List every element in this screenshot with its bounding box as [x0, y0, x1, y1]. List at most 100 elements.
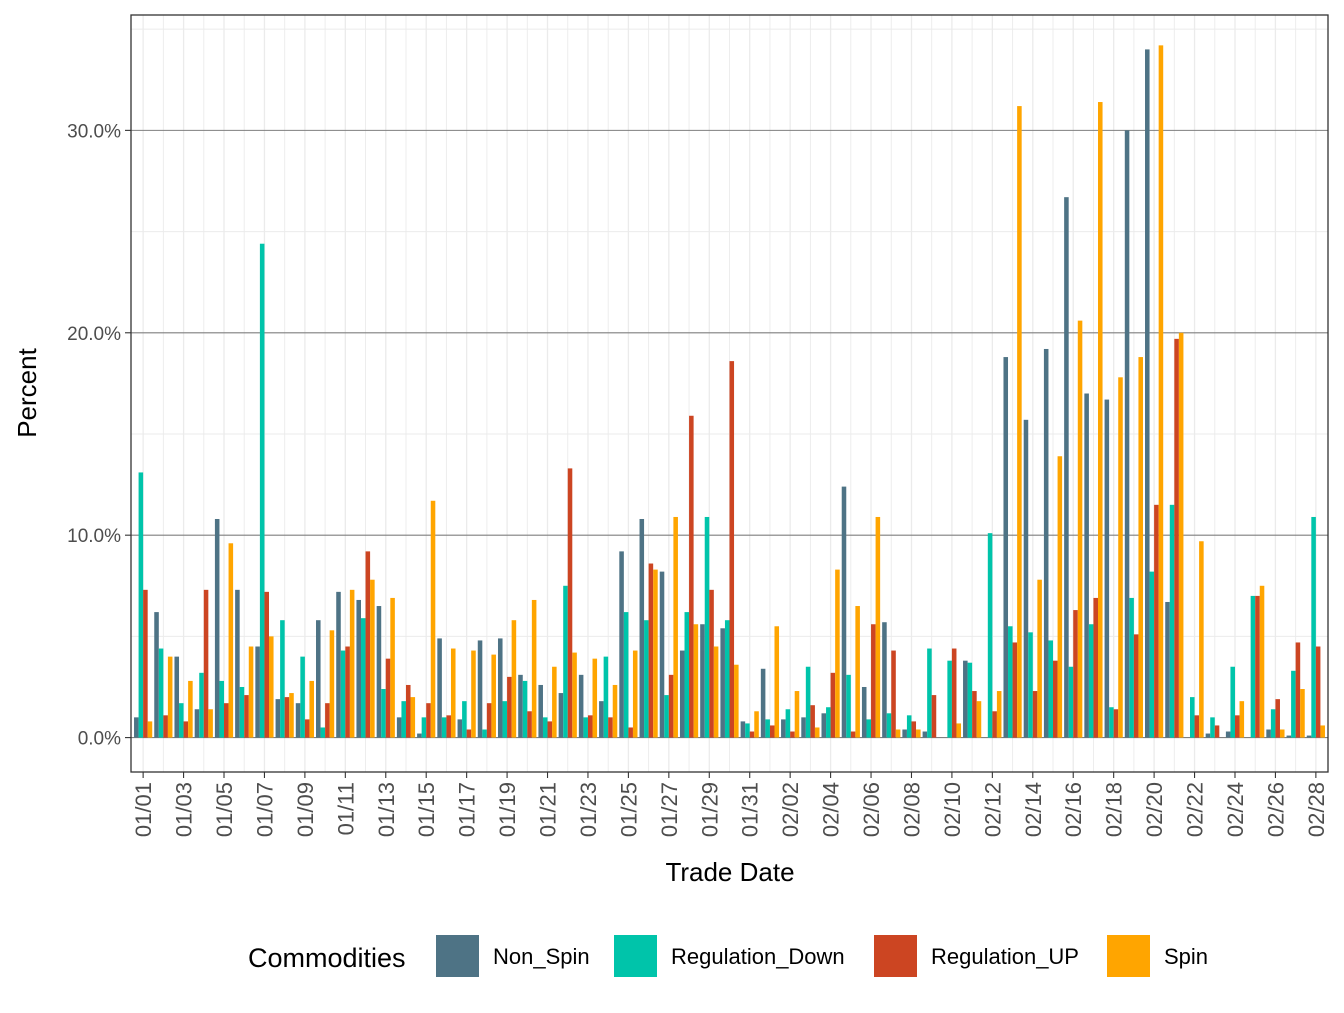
bar-spin	[612, 684, 618, 738]
y-tick-label: 10.0%	[67, 526, 121, 547]
bar-spin	[814, 727, 820, 738]
bar-non-spin	[558, 693, 564, 738]
bar-spin	[976, 701, 982, 738]
bar-non-spin	[1064, 197, 1069, 738]
bar-non-spin	[295, 703, 301, 738]
legend-label-non-spin: Non_Spin	[493, 944, 590, 969]
bar-regulation-down	[1230, 666, 1235, 738]
bar-regulation-up	[911, 721, 917, 738]
bar-non-spin	[214, 518, 220, 738]
bar-non-spin	[841, 486, 847, 738]
x-tick-label: 02/16	[1061, 782, 1086, 837]
bar-non-spin	[1145, 49, 1150, 738]
legend-key-regulation-down	[614, 935, 657, 977]
x-tick-label: 01/17	[455, 782, 480, 837]
y-tick-label: 0.0%	[78, 729, 121, 750]
bar-regulation-down	[401, 701, 406, 738]
bar-regulation-up	[1174, 338, 1179, 738]
bar-regulation-down	[1250, 595, 1256, 738]
bar-regulation-up	[365, 551, 371, 738]
bar-regulation-up	[507, 676, 512, 738]
bar-regulation-down	[765, 719, 770, 738]
bar-spin	[1239, 701, 1245, 738]
bar-spin	[471, 650, 476, 738]
bar-regulation-down	[987, 533, 993, 738]
x-tick-label: 02/12	[980, 782, 1005, 837]
bar-spin	[309, 680, 314, 738]
bar-regulation-down	[906, 715, 912, 738]
bar-spin	[552, 666, 557, 738]
bar-non-spin	[437, 638, 442, 738]
bar-regulation-up	[1113, 709, 1119, 738]
bar-non-spin	[740, 721, 746, 738]
bar-regulation-down	[1311, 516, 1316, 738]
bar-regulation-up	[486, 703, 492, 738]
bar-non-spin	[1124, 130, 1130, 738]
bar-regulation-down	[320, 727, 326, 738]
bar-spin	[228, 543, 234, 738]
y-tick-label: 20.0%	[67, 324, 121, 345]
bar-non-spin	[1084, 393, 1089, 738]
bar-non-spin	[336, 591, 341, 738]
bar-regulation-down	[1149, 571, 1155, 738]
bar-regulation-down	[421, 717, 427, 738]
bar-spin	[855, 606, 860, 738]
bar-regulation-up	[608, 717, 613, 738]
bar-regulation-down	[826, 707, 831, 738]
bar-non-spin	[1306, 735, 1312, 738]
x-tick-label: 01/15	[414, 782, 439, 837]
bar-regulation-down	[967, 662, 973, 738]
bar-non-spin	[760, 668, 766, 738]
bar-non-spin	[1266, 729, 1271, 738]
bar-regulation-up	[891, 650, 896, 738]
x-tick-label: 01/09	[293, 782, 318, 837]
bar-regulation-up	[345, 646, 350, 738]
bar-non-spin	[1165, 601, 1170, 738]
bar-non-spin	[882, 622, 887, 738]
bar-regulation-up	[1194, 715, 1200, 738]
bar-non-spin	[861, 686, 867, 738]
bar-spin	[349, 589, 355, 738]
bar-non-spin	[1225, 731, 1231, 738]
bar-non-spin	[356, 599, 361, 738]
bar-spin	[754, 711, 759, 738]
bar-spin	[1077, 320, 1083, 738]
bar-non-spin	[619, 551, 624, 738]
bar-regulation-down	[563, 585, 568, 738]
bar-spin	[632, 650, 638, 738]
bar-regulation-up	[1315, 646, 1321, 738]
bar-spin	[572, 652, 577, 738]
x-tick-label: 02/22	[1183, 782, 1208, 837]
bar-regulation-down	[259, 243, 265, 738]
bar-regulation-down	[805, 666, 811, 738]
bar-spin	[1158, 45, 1164, 738]
bar-non-spin	[457, 719, 463, 738]
bar-regulation-down	[623, 612, 629, 738]
bar-spin	[1178, 332, 1184, 738]
bar-non-spin	[194, 709, 200, 738]
bar-spin	[1199, 541, 1204, 738]
bar-spin	[592, 658, 598, 738]
y-axis-title: Percent	[12, 347, 42, 437]
bar-regulation-down	[1028, 632, 1033, 738]
bar-regulation-up	[1234, 715, 1240, 738]
x-tick-label: 02/28	[1304, 782, 1329, 837]
bar-regulation-up	[648, 563, 654, 738]
bar-regulation-down	[381, 689, 386, 738]
bar-non-spin	[599, 701, 604, 738]
bar-regulation-up	[628, 727, 633, 738]
x-tick-label: 01/01	[131, 782, 156, 837]
bar-non-spin	[679, 650, 685, 738]
bar-spin	[835, 569, 840, 738]
x-tick-label: 01/31	[738, 782, 763, 837]
bar-spin	[895, 729, 901, 738]
x-tick-label: 01/25	[616, 782, 641, 837]
bar-regulation-up	[446, 715, 451, 738]
bar-regulation-down	[138, 472, 144, 738]
bar-regulation-up	[405, 684, 411, 738]
bar-regulation-down	[724, 620, 730, 738]
bar-regulation-up	[1295, 642, 1301, 738]
legend: Commodities Non_Spin Regulation_Down Regul…	[248, 935, 1208, 977]
bar-regulation-up	[244, 695, 249, 738]
